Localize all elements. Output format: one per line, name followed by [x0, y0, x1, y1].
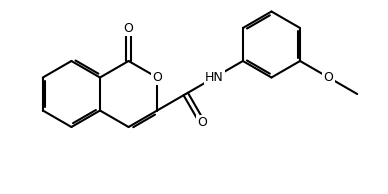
Text: O: O: [152, 71, 162, 84]
Text: O: O: [124, 22, 133, 35]
Text: HN: HN: [205, 71, 224, 84]
Text: O: O: [324, 71, 334, 84]
Text: O: O: [197, 116, 207, 129]
